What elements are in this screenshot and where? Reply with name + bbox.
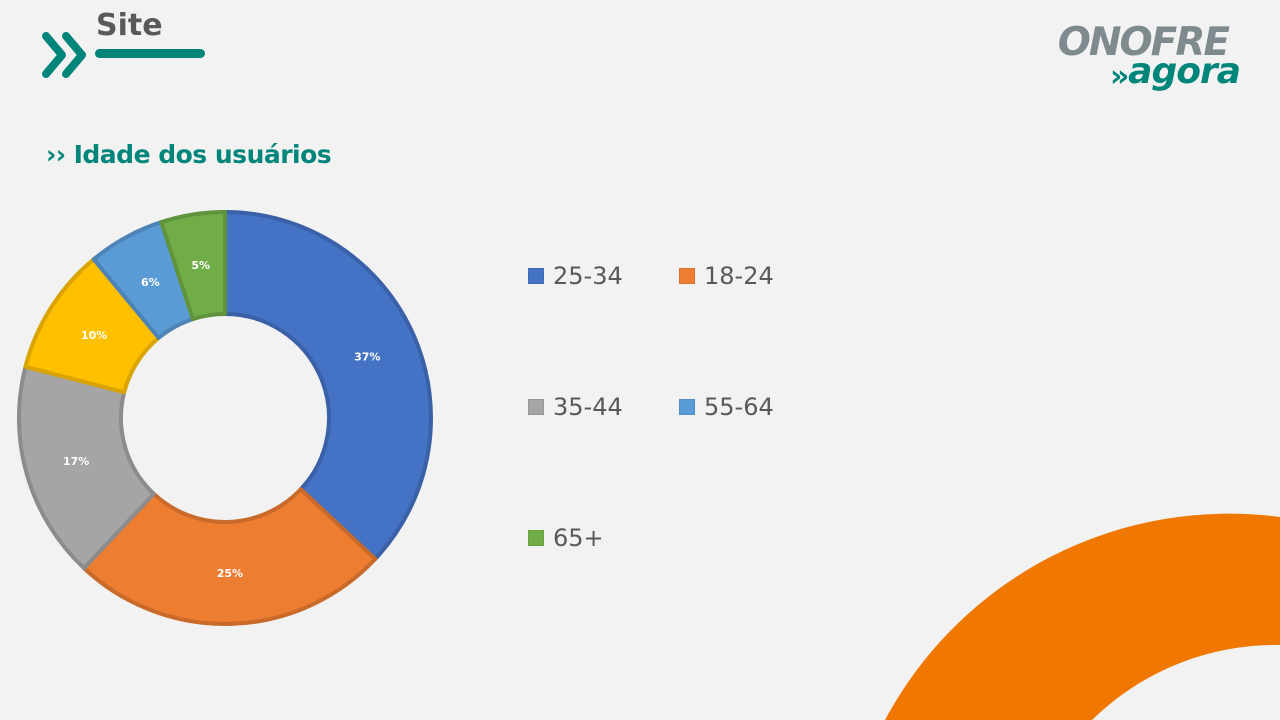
logo-text-top: ONOFRE (1057, 20, 1230, 65)
chart-legend: 25-34 18-24 35-44 55-64 65+ (528, 262, 828, 562)
legend-label: 35-44 (553, 393, 623, 421)
logo-text-bottom: agora (1128, 51, 1241, 92)
chart-title: ›› Idade dos usuários (46, 140, 332, 169)
donut-label-35-44: 17% (63, 455, 89, 468)
chart-title-chevrons: ›› (46, 140, 66, 169)
legend-item-18-24: 18-24 (679, 262, 774, 290)
donut-label-65plus: 5% (191, 259, 210, 272)
page-title: Site (96, 8, 163, 43)
legend-swatch (528, 399, 544, 415)
double-chevron-icon (42, 32, 86, 78)
legend-swatch (528, 268, 544, 284)
donut-slice-25-34 (223, 210, 433, 562)
donut-slice-18-24 (81, 487, 378, 626)
chart-title-text: Idade dos usuários (73, 140, 332, 169)
legend-label: 55-64 (704, 393, 774, 421)
legend-swatch (679, 399, 695, 415)
logo-arrow-icon: » (1110, 59, 1130, 94)
donut-label-25-34: 37% (354, 350, 380, 363)
header: Site (0, 0, 1280, 100)
decorative-arc (885, 513, 1280, 720)
donut-label-45-54: 10% (81, 329, 107, 342)
donut-slice-65plus (159, 210, 227, 322)
title-underline (95, 49, 205, 58)
legend-label: 18-24 (704, 262, 774, 290)
legend-item-35-44: 35-44 (528, 393, 623, 421)
legend-swatch (528, 530, 544, 546)
donut-label-55-64: 6% (141, 276, 160, 289)
donut-label-18-24: 25% (217, 567, 243, 580)
legend-swatch (679, 268, 695, 284)
brand-logo: ONOFRE » agora (1058, 14, 1248, 98)
legend-item-65plus: 65+ (528, 524, 604, 552)
legend-label: 65+ (553, 524, 604, 552)
legend-item-55-64: 55-64 (679, 393, 774, 421)
donut-chart: 37% 25% 17% 10% 6% 5% (17, 210, 433, 626)
donut-slice-35-44 (17, 364, 156, 571)
legend-label: 25-34 (553, 262, 623, 290)
decorative-arc-shape (885, 513, 1280, 720)
legend-item-25-34: 25-34 (528, 262, 623, 290)
